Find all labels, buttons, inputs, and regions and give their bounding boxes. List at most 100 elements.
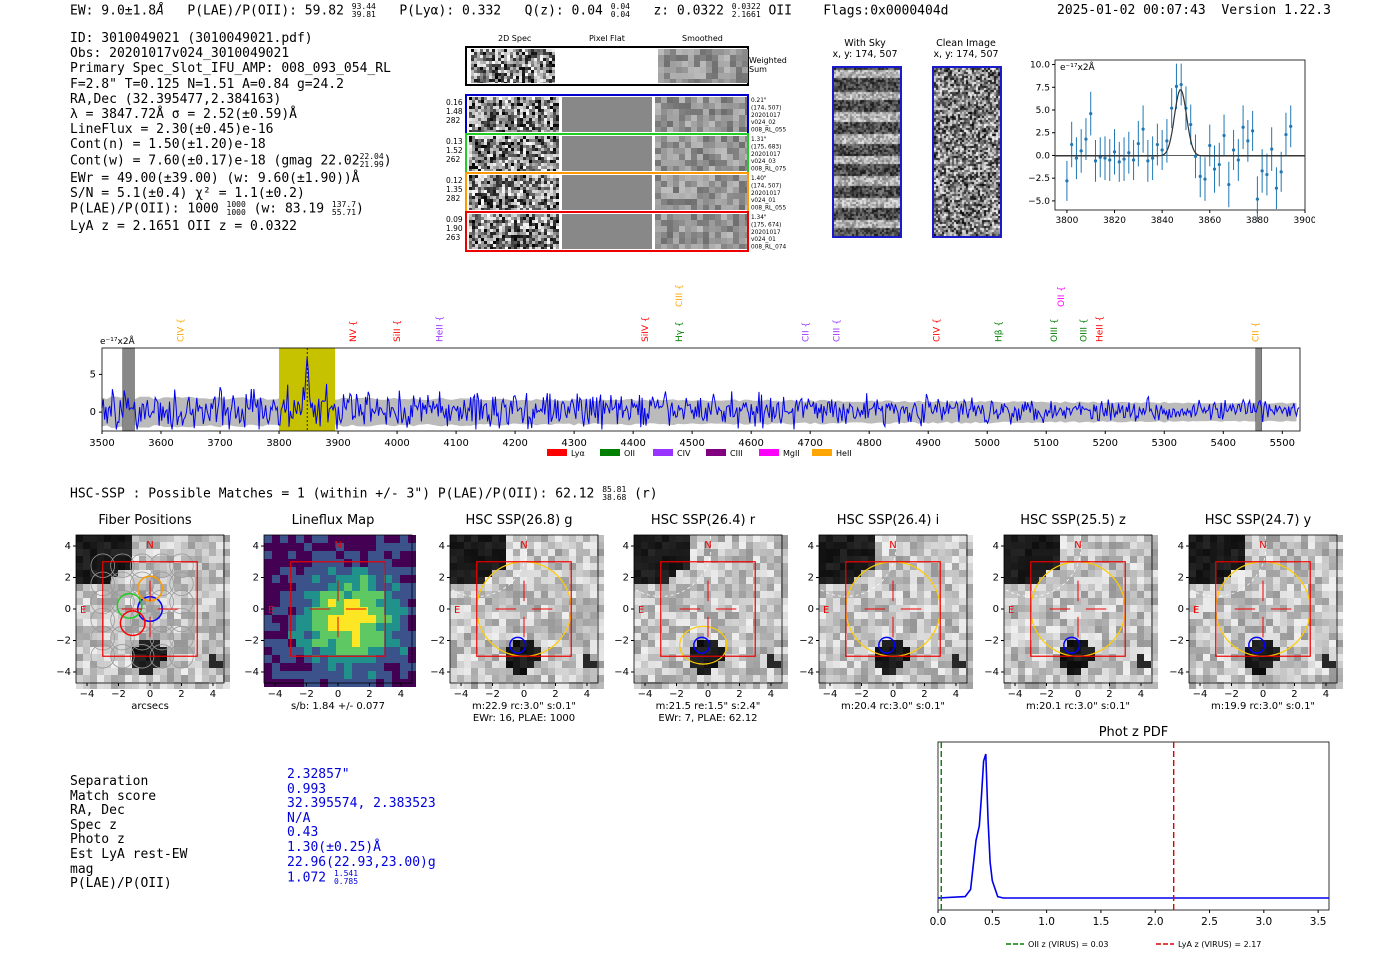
fit-point bbox=[1246, 139, 1250, 143]
lineflux-pixel bbox=[304, 583, 312, 591]
spec-pixel bbox=[481, 154, 484, 157]
hsc-pixel bbox=[826, 654, 833, 661]
hsc-pixel bbox=[924, 542, 931, 549]
hsc-pixel bbox=[952, 549, 959, 556]
hsc-pixel bbox=[90, 605, 97, 612]
lineflux-pixel bbox=[264, 575, 272, 583]
spec-pixel bbox=[487, 118, 490, 121]
smoothed-pixel bbox=[736, 67, 742, 73]
spec-pixel bbox=[553, 160, 556, 163]
hsc-pixel bbox=[917, 535, 924, 542]
hsc-pixel bbox=[896, 619, 903, 626]
smoothed-pixel bbox=[700, 61, 706, 67]
spec-pixel bbox=[499, 100, 502, 103]
spec-pixel bbox=[547, 247, 550, 249]
spec-pixel bbox=[495, 49, 498, 52]
spec-pixel bbox=[541, 148, 544, 151]
spec2d-row-info: 20201017 bbox=[751, 230, 781, 236]
spec-pixel bbox=[540, 73, 543, 76]
hsc-pixel bbox=[76, 598, 83, 605]
hsc-pixel bbox=[450, 668, 457, 675]
spec-pixel bbox=[502, 184, 505, 187]
spec-pixel bbox=[514, 97, 517, 100]
spectral-line-label: HeII { bbox=[1095, 316, 1105, 342]
spec-pixel bbox=[493, 190, 496, 193]
hsc-pixel bbox=[513, 654, 520, 661]
smoothed-pixel bbox=[667, 115, 673, 121]
spec-pixel bbox=[490, 196, 493, 199]
hsc-pixel bbox=[854, 654, 861, 661]
hsc-pixel bbox=[690, 633, 697, 640]
spec-pixel bbox=[505, 127, 508, 130]
hsc-pixel bbox=[450, 682, 457, 689]
lineflux-pixel bbox=[400, 615, 408, 623]
lineflux-pixel bbox=[288, 647, 296, 655]
lineflux-pixel bbox=[272, 663, 280, 671]
hsc-pixel bbox=[471, 654, 478, 661]
lineflux-pixel bbox=[368, 655, 376, 663]
hsc-pixel bbox=[903, 584, 910, 591]
smoothed-pixel bbox=[709, 136, 715, 142]
spec-pixel bbox=[526, 118, 529, 121]
hsc-pixel bbox=[683, 563, 690, 570]
hsc-pixel bbox=[819, 563, 826, 570]
hsc-pixel bbox=[690, 626, 697, 633]
spec-pixel bbox=[478, 184, 481, 187]
hsc-pixel bbox=[819, 661, 826, 668]
spec-pixel bbox=[502, 235, 505, 238]
smoothed-pixel bbox=[673, 103, 679, 109]
spec-pixel bbox=[484, 124, 487, 127]
spec-pixel bbox=[547, 106, 550, 109]
spec-pixel bbox=[486, 52, 489, 55]
spec-pixel bbox=[556, 160, 559, 163]
hsc-pixel bbox=[457, 633, 464, 640]
spec-pixel bbox=[514, 217, 517, 220]
hsc-pixel bbox=[662, 626, 669, 633]
spec-pixel bbox=[525, 82, 528, 83]
smoothed-pixel bbox=[682, 61, 688, 67]
spec-pixel bbox=[505, 169, 508, 171]
hsc-pixel bbox=[174, 549, 181, 556]
spec-pixel bbox=[541, 115, 544, 118]
hsc-pixel bbox=[669, 682, 676, 689]
smoothed-pixel bbox=[688, 79, 694, 83]
smoothed-pixel bbox=[709, 205, 715, 210]
smoothed-pixel bbox=[733, 220, 739, 226]
spec-pixel bbox=[505, 226, 508, 229]
hsc-pixel bbox=[555, 654, 562, 661]
lineflux-pixel bbox=[272, 607, 280, 615]
hsc-pixel bbox=[188, 542, 195, 549]
smoothed-pixel bbox=[700, 79, 706, 83]
spec-pixel bbox=[538, 127, 541, 130]
spectrum-xtick-label: 3800 bbox=[266, 438, 291, 449]
spec-pixel bbox=[471, 55, 474, 58]
hsc-pixel bbox=[520, 661, 527, 668]
spec-pixel bbox=[520, 106, 523, 109]
hsc-pixel bbox=[718, 661, 725, 668]
hsc-pixel bbox=[669, 668, 676, 675]
hsc-pixel bbox=[457, 675, 464, 682]
hsc-pixel bbox=[690, 584, 697, 591]
spec-pixel bbox=[553, 193, 556, 196]
spec-pixel bbox=[553, 223, 556, 226]
smoothed-pixel bbox=[697, 142, 703, 148]
hsc-pixel bbox=[711, 591, 718, 598]
smoothed-pixel bbox=[712, 79, 718, 83]
hsc-pixel bbox=[767, 598, 774, 605]
spec-pixel bbox=[481, 232, 484, 235]
hsc-pixel bbox=[590, 647, 597, 654]
spec-pixel bbox=[529, 244, 532, 247]
hsc-pixel bbox=[569, 640, 576, 647]
spec-pixel bbox=[490, 148, 493, 151]
spec-pixel bbox=[517, 247, 520, 249]
hsc-pixel bbox=[153, 584, 160, 591]
spec-pixel bbox=[529, 232, 532, 235]
hsc-pixel bbox=[181, 682, 188, 689]
smoothed-pixel bbox=[703, 187, 709, 193]
spec-pixel bbox=[523, 181, 526, 184]
lineflux-pixel bbox=[368, 543, 376, 551]
masked-region bbox=[122, 347, 135, 432]
spec-pixel bbox=[537, 64, 540, 67]
smoothed-pixel bbox=[721, 127, 727, 132]
hsc-pixel bbox=[590, 577, 597, 584]
